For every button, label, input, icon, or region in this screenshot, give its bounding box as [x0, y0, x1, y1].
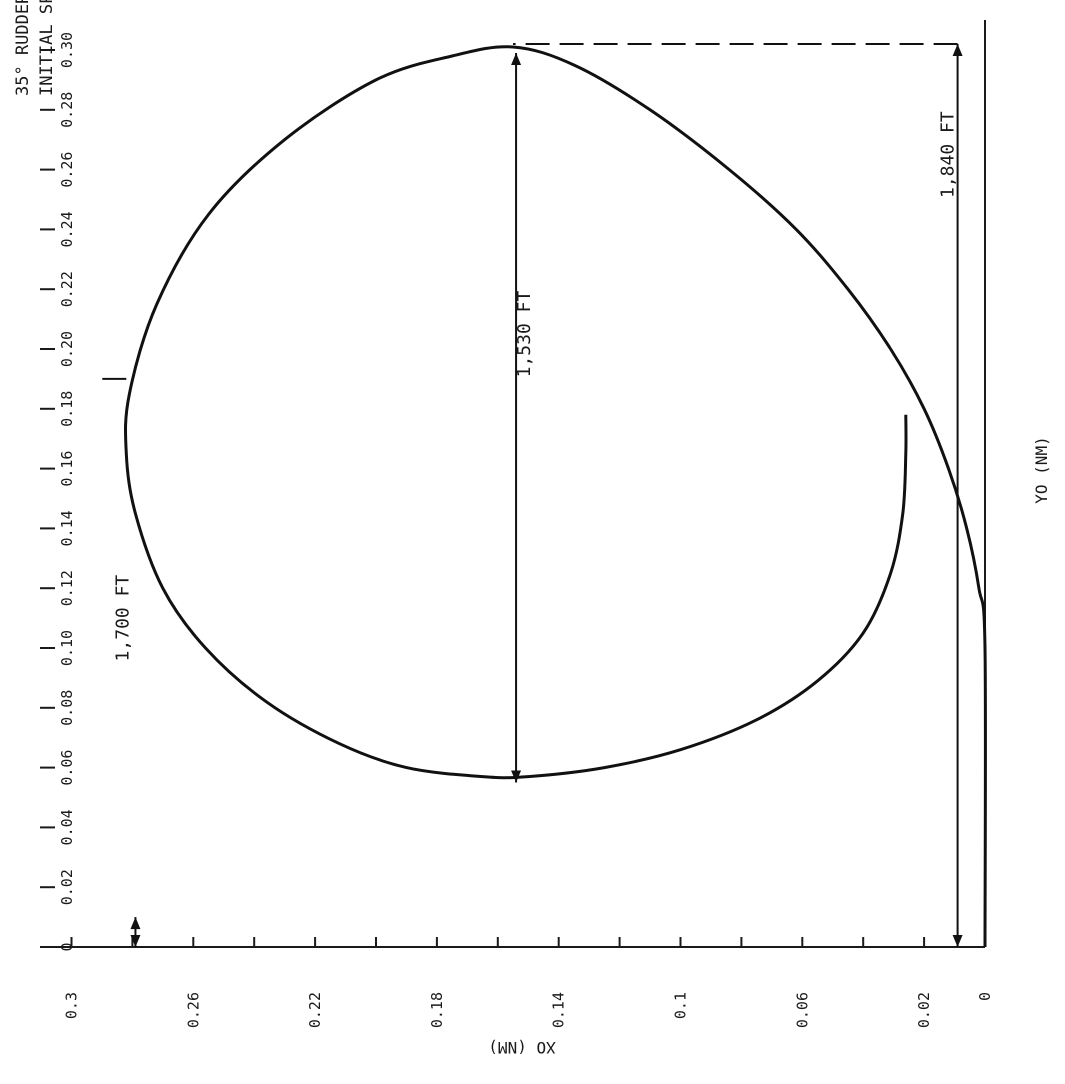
dimension-label: 1,700 FT [112, 575, 133, 662]
y-tick-label: 0.06 [793, 992, 811, 1028]
y-tick-label: 0.02 [915, 992, 933, 1028]
y-axis-title: YO (NM) [1032, 436, 1051, 503]
x-tick-label: 0.24 [58, 211, 76, 247]
x-axis-title: XO (NM) [488, 1038, 555, 1057]
x-tick-label: 0.28 [58, 92, 76, 128]
y-tick-label: 0.1 [672, 992, 690, 1019]
x-tick-label: 0.20 [58, 331, 76, 367]
y-tick-label: 0.3 [63, 992, 81, 1019]
y-tick-label: 0.22 [306, 992, 324, 1028]
x-tick-label: 0.26 [58, 152, 76, 188]
dimension-label: 1,840 FT [937, 111, 958, 198]
x-tick-label: 0.04 [58, 809, 76, 845]
x-tick-label: 0.08 [58, 690, 76, 726]
x-tick-label: 0.22 [58, 271, 76, 307]
x-tick-label: 0.18 [58, 391, 76, 427]
chart-title-line-1: 35° RUDDER ORDER GIV [13, 0, 33, 96]
x-axis-ticks: 0 0.02 0.04 0.06 0.08 0.10 0.12 0.14 0.16 0.18 0.2… [40, 32, 76, 952]
dimension-arrowhead [130, 917, 141, 930]
dimension-arrowhead [130, 935, 141, 947]
dimension-arrowhead [952, 935, 963, 947]
y-tick-label: 0.18 [428, 992, 446, 1028]
chart-title: 35° RUDDER ORDER GIV INITIAL SPEED = 25 … [13, 0, 57, 96]
series-layer [123, 45, 987, 948]
x-tick-label: 0.14 [58, 510, 76, 546]
axes [40, 20, 986, 948]
chart-title-line-2: INITIAL SPEED = 25 K [37, 0, 57, 96]
dimension-arrowhead [511, 52, 522, 65]
y-tick-label: 0 [976, 992, 994, 1001]
x-tick-label: 0.10 [58, 630, 76, 666]
annotations-layer: 1,840 FT 1,530 FT 1,700 FT [95, 43, 963, 947]
y-tick-label: 0.26 [184, 992, 202, 1028]
x-tick-label: 0.06 [58, 750, 76, 786]
x-tick-label: 0.02 [58, 869, 76, 905]
y-axis-ticks: 0 0.02 0.06 0.1 0.14 0.18 0.22 0.26 0.3 [63, 937, 994, 1028]
x-tick-label: 0.12 [58, 570, 76, 606]
dimension-label: 1,530 FT [514, 291, 535, 378]
dimension-arrowhead [511, 770, 522, 783]
x-tick-label: 0.30 [58, 32, 76, 68]
dimension-arrowhead [952, 44, 963, 57]
ship-track-line [123, 45, 987, 948]
y-tick-label: 0.14 [550, 992, 568, 1028]
x-tick-label: 0.16 [58, 451, 76, 487]
x-tick-label: 0 [58, 942, 76, 951]
